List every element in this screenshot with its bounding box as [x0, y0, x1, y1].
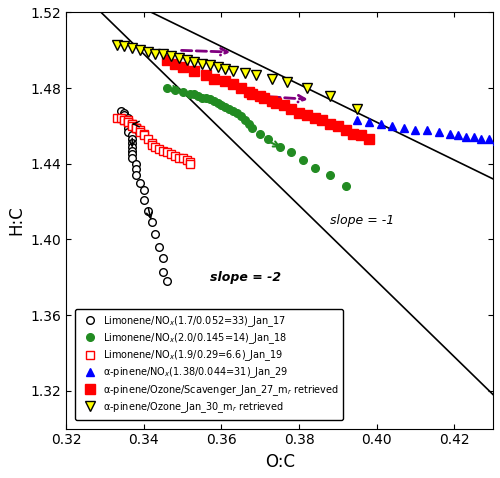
Text: slope = -2: slope = -2	[210, 271, 281, 284]
Text: slope = -1: slope = -1	[330, 214, 394, 228]
X-axis label: O:C: O:C	[264, 453, 294, 471]
Y-axis label: H:C: H:C	[7, 206, 25, 236]
Legend: Limonene/NO$_x$(1.7/0.052=33)_Jan_17, Limonene/NO$_x$(2.0/0.145=14)_Jan_18, Limo: Limonene/NO$_x$(1.7/0.052=33)_Jan_17, Li…	[76, 309, 344, 420]
